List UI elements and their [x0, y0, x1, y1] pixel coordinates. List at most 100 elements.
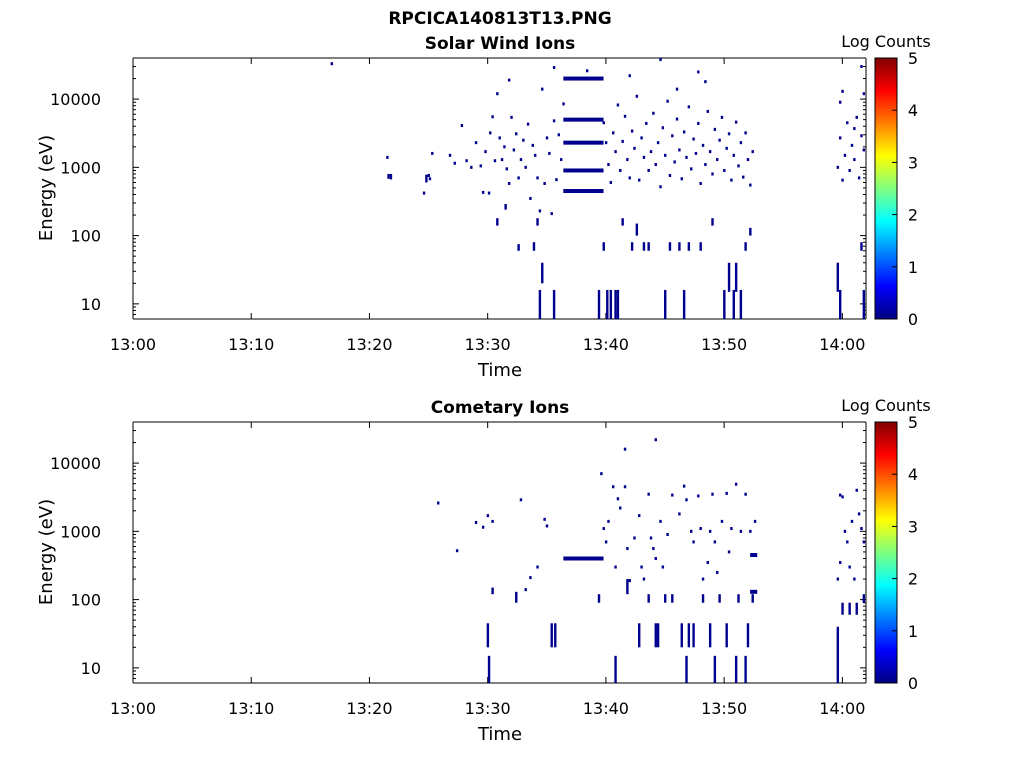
count-cell	[668, 173, 672, 177]
count-cell	[694, 151, 698, 155]
colorbar	[874, 421, 898, 684]
panel-title: Solar Wind Ions	[425, 34, 576, 54]
count-cell	[862, 540, 866, 544]
count-cell	[659, 58, 662, 62]
count-column	[491, 587, 494, 595]
count-cell	[428, 177, 432, 181]
count-column	[855, 602, 858, 615]
count-column	[541, 262, 544, 284]
count-cell	[640, 565, 643, 569]
count-cell	[649, 150, 653, 154]
colorbar-tick-label: 3	[908, 517, 918, 536]
count-cell	[507, 181, 511, 185]
count-cell	[744, 492, 747, 496]
count-cell	[647, 168, 650, 172]
count-column	[860, 242, 863, 251]
count-cell	[659, 185, 662, 189]
panel-title: Cometary Ions	[431, 398, 570, 418]
count-cell	[526, 122, 530, 126]
count-cell	[708, 150, 712, 154]
x-tick-label: 13:10	[228, 335, 274, 354]
count-cell	[548, 151, 551, 155]
count-column	[682, 289, 686, 319]
count-cell	[529, 576, 532, 580]
count-column	[487, 655, 491, 683]
count-column	[687, 623, 691, 648]
count-cell	[673, 160, 676, 164]
count-column	[862, 594, 866, 603]
count-column	[744, 242, 747, 251]
count-cell	[621, 139, 624, 143]
count-column	[708, 623, 712, 648]
count-column	[862, 289, 866, 319]
count-cell	[846, 540, 849, 544]
count-cell	[628, 74, 631, 78]
count-column	[671, 594, 674, 603]
count-cell	[484, 150, 487, 154]
x-tick-label: 13:40	[583, 699, 629, 718]
count-cell	[687, 105, 691, 109]
count-cell	[552, 119, 556, 123]
count-cell	[838, 136, 842, 140]
count-cell	[427, 173, 430, 177]
count-band	[750, 553, 758, 558]
colorbar-tick-label: 3	[908, 153, 918, 172]
count-column	[496, 218, 499, 226]
figure-title: RPCICA140813T13.PNG	[388, 9, 611, 29]
count-cell	[491, 519, 494, 523]
count-cell	[474, 520, 478, 524]
count-cell	[860, 134, 863, 138]
count-cell	[487, 191, 491, 195]
count-column	[504, 204, 507, 210]
count-cell	[682, 484, 686, 488]
count-cell	[678, 512, 681, 516]
count-cell	[862, 148, 866, 152]
count-cell	[751, 150, 754, 154]
count-cell	[836, 577, 840, 581]
x-tick-label: 13:00	[110, 335, 156, 354]
count-cell	[737, 164, 740, 168]
count-cell	[713, 127, 717, 131]
count-cell	[671, 134, 674, 138]
colorbar-tick-label: 0	[908, 310, 918, 329]
count-cell	[538, 209, 542, 213]
colorbar-tick-label: 5	[908, 49, 918, 68]
count-cell	[479, 164, 482, 168]
count-cell	[697, 70, 700, 74]
count-cell	[860, 527, 863, 531]
count-column	[699, 242, 702, 251]
count-column	[656, 623, 660, 648]
count-cell	[862, 92, 866, 96]
solar-wind-panel: Solar Wind Ions Energy (eV) Time Log Cou…	[36, 32, 931, 381]
count-cell	[838, 100, 842, 104]
count-column	[746, 623, 750, 648]
count-cell	[701, 577, 705, 581]
count-cell	[510, 115, 513, 119]
count-cell	[389, 176, 393, 180]
count-cell	[727, 132, 731, 136]
count-cell	[680, 177, 683, 181]
count-column	[517, 244, 520, 251]
count-cell	[855, 115, 858, 119]
count-cell	[685, 498, 688, 502]
count-cell	[600, 472, 603, 476]
count-column	[713, 655, 717, 683]
x-tick-label: 13:40	[583, 335, 629, 354]
count-cell	[701, 143, 705, 147]
count-cell	[711, 172, 714, 176]
count-column	[732, 289, 735, 319]
count-column	[647, 242, 650, 251]
count-column	[723, 289, 726, 319]
count-cell	[465, 159, 468, 163]
count-cell	[725, 491, 728, 495]
count-cell	[716, 158, 719, 162]
count-column	[552, 289, 556, 319]
count-cell	[386, 155, 389, 159]
count-column	[597, 289, 601, 319]
count-cell	[635, 94, 639, 98]
count-cell	[661, 126, 665, 130]
count-column	[630, 242, 634, 251]
count-cell	[493, 159, 497, 163]
count-cell	[690, 167, 693, 171]
